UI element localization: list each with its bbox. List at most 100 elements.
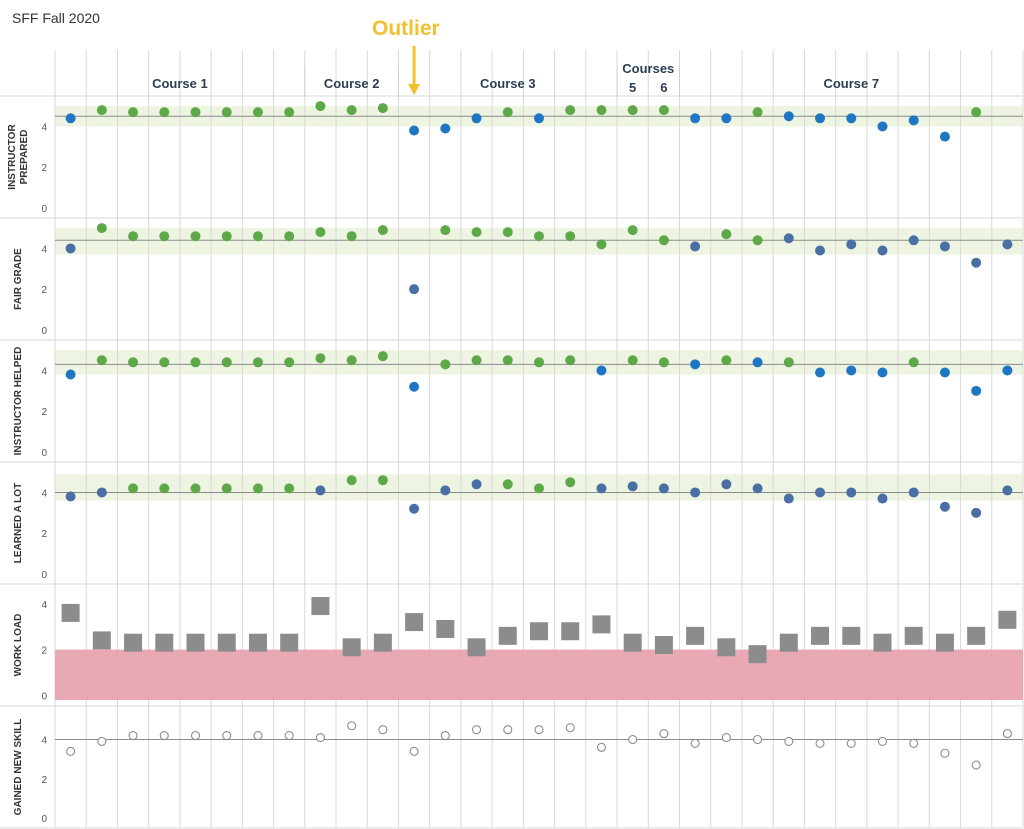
panel-label-line: LEARNED A LOT <box>13 483 24 563</box>
y-tick-label: 2 <box>41 775 47 786</box>
data-point <box>846 738 856 748</box>
data-point <box>128 107 139 118</box>
y-tick-label: 0 <box>41 448 47 459</box>
data-point <box>877 245 888 256</box>
data-point <box>440 731 450 741</box>
data-point <box>377 475 388 486</box>
data-point <box>534 113 544 124</box>
data-point <box>596 365 607 376</box>
data-point <box>252 107 263 118</box>
data-point <box>846 239 857 250</box>
course-header: Course 3 <box>480 76 536 91</box>
data-point <box>315 485 326 496</box>
data-point <box>842 626 861 645</box>
data-point <box>877 736 888 747</box>
data-point <box>815 738 825 748</box>
panel-label: GAINED NEW SKILL <box>13 719 24 816</box>
panel-label-line: INSTRUCTOR <box>7 124 18 190</box>
data-point <box>971 385 982 396</box>
data-point <box>846 365 857 376</box>
data-point <box>65 491 76 502</box>
y-tick-label: 0 <box>41 814 47 825</box>
y-tick-label: 2 <box>41 285 47 296</box>
data-point <box>971 760 981 770</box>
data-point <box>186 633 205 652</box>
data-point <box>877 493 888 504</box>
data-point <box>690 359 701 370</box>
data-point <box>815 245 826 256</box>
data-point <box>779 633 798 652</box>
data-point <box>96 223 107 234</box>
data-point <box>284 483 295 494</box>
data-point <box>783 111 794 122</box>
data-point <box>502 107 513 118</box>
data-point <box>783 233 794 244</box>
data-point <box>940 748 950 758</box>
data-point <box>436 619 455 638</box>
data-point <box>253 731 263 741</box>
data-point <box>904 626 923 645</box>
data-point <box>909 738 919 748</box>
panel-label: WORK LOAD <box>13 614 24 677</box>
data-point <box>623 633 642 652</box>
y-tick-label: 2 <box>41 529 47 540</box>
data-point <box>877 121 888 132</box>
data-point <box>939 367 950 378</box>
data-point <box>530 622 548 641</box>
data-point <box>467 638 486 657</box>
y-tick-label: 4 <box>41 600 47 611</box>
outlier-annotation: Outlier <box>372 17 440 40</box>
data-point <box>534 483 544 494</box>
data-point <box>128 231 139 242</box>
data-point <box>190 231 201 242</box>
data-point <box>752 235 763 246</box>
data-point <box>717 638 736 657</box>
data-point <box>315 353 326 364</box>
data-point <box>935 633 954 652</box>
data-point <box>658 235 669 246</box>
data-point <box>658 357 669 368</box>
data-point <box>534 231 544 242</box>
data-point <box>1002 729 1012 739</box>
data-point <box>752 357 763 368</box>
data-point <box>377 225 388 236</box>
data-point <box>284 107 295 118</box>
page-title: SFF Fall 2020 <box>12 10 100 26</box>
panel-label: FAIR GRADE <box>13 248 24 310</box>
data-point <box>346 475 357 486</box>
data-point <box>159 483 170 494</box>
data-point <box>128 357 139 368</box>
data-point <box>658 483 669 494</box>
data-point <box>190 107 201 118</box>
data-point <box>377 351 388 362</box>
data-point <box>124 633 143 652</box>
data-point <box>65 369 76 380</box>
data-point <box>346 105 357 116</box>
y-tick-label: 4 <box>41 366 47 377</box>
y-tick-label: 0 <box>41 326 47 337</box>
data-point <box>565 723 575 733</box>
panel-label-line: GAINED NEW SKILL <box>13 719 24 816</box>
data-point <box>128 731 138 741</box>
data-point <box>498 626 517 645</box>
data-point <box>752 107 763 118</box>
panel-work-load: 0 2 4 WORK LOAD <box>13 597 1023 702</box>
data-point <box>440 225 451 236</box>
panel-label-line: WORK LOAD <box>13 614 24 677</box>
data-point <box>627 481 638 492</box>
data-point <box>721 229 732 240</box>
data-point <box>686 626 705 645</box>
y-tick-label: 2 <box>41 163 47 174</box>
data-point <box>908 235 919 246</box>
data-point <box>409 284 420 295</box>
data-point <box>752 483 763 494</box>
data-point <box>627 225 638 236</box>
data-point <box>159 231 170 242</box>
data-point <box>565 105 576 116</box>
data-point <box>565 231 576 242</box>
data-point <box>97 736 107 747</box>
data-point <box>159 731 169 741</box>
data-point <box>971 507 982 518</box>
data-point <box>221 107 232 118</box>
data-point <box>252 231 263 242</box>
